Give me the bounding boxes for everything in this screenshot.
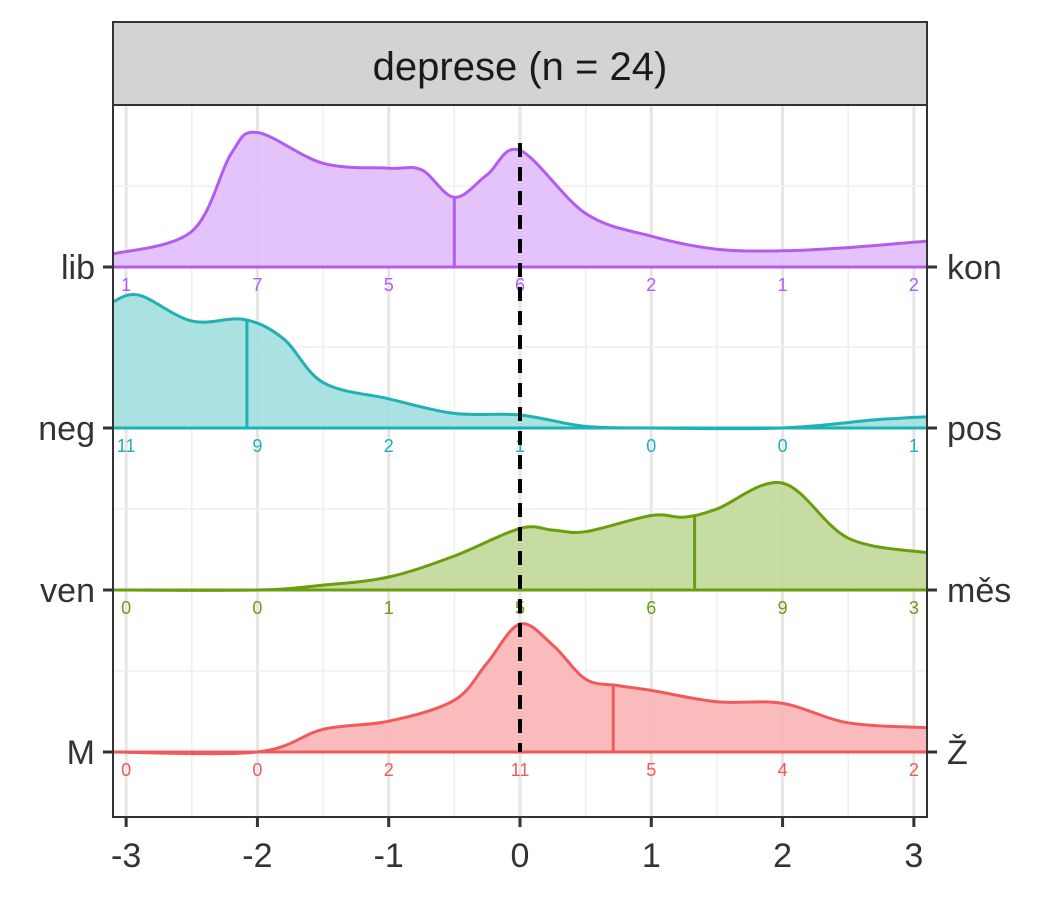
- count-label: 2: [646, 275, 656, 295]
- count-label: 2: [384, 760, 394, 780]
- density-line: [112, 622, 928, 756]
- count-label: 7: [252, 275, 262, 295]
- y-label-left: ven: [40, 572, 95, 610]
- x-tick-label: 3: [904, 837, 923, 875]
- count-label: 1: [909, 436, 919, 456]
- x-tick-label: 0: [511, 837, 530, 875]
- count-label: 1: [778, 275, 788, 295]
- y-label-left: lib: [61, 249, 95, 287]
- count-label: 11: [511, 760, 530, 780]
- count-label: 0: [252, 760, 262, 780]
- y-label-right: měs: [947, 572, 1011, 610]
- count-label: 1: [121, 275, 131, 295]
- y-label-right: pos: [947, 410, 1002, 448]
- x-tick-label: -1: [374, 837, 404, 875]
- count-label: 2: [909, 275, 919, 295]
- count-label: 6: [515, 275, 525, 295]
- count-label: 2: [909, 760, 919, 780]
- count-label: 1: [384, 598, 394, 618]
- x-tick-label: -3: [111, 837, 141, 875]
- count-label: 0: [121, 760, 131, 780]
- density-area: [113, 623, 927, 754]
- ridge-neg: [112, 292, 928, 431]
- y-label-right: kon: [947, 249, 1002, 287]
- y-label-left: M: [67, 734, 95, 772]
- density-area: [113, 294, 927, 429]
- count-label: 0: [252, 598, 262, 618]
- count-label: 9: [778, 598, 788, 618]
- strip-background: [112, 21, 928, 106]
- count-label: 6: [646, 598, 656, 618]
- chart-title: deprese (n = 24): [373, 45, 668, 89]
- count-label: 4: [778, 760, 788, 780]
- count-label: 0: [121, 598, 131, 618]
- count-label: 5: [646, 760, 656, 780]
- count-label: 1: [515, 436, 525, 456]
- density-line: [112, 481, 928, 592]
- x-tick-label: 2: [773, 837, 792, 875]
- y-label-left: neg: [38, 410, 95, 448]
- count-label: 11: [117, 436, 136, 456]
- count-label: 2: [384, 436, 394, 456]
- x-tick-label: -2: [242, 837, 272, 875]
- count-label: 0: [778, 436, 788, 456]
- count-label: 3: [909, 598, 919, 618]
- count-label: 5: [384, 275, 394, 295]
- count-label: 0: [646, 436, 656, 456]
- count-label: 9: [252, 436, 262, 456]
- x-tick-label: 1: [642, 837, 661, 875]
- density-line: [112, 130, 928, 256]
- y-label-right: Ž: [947, 734, 968, 772]
- counts-layer: 002115420015693119210011756212: [117, 275, 919, 780]
